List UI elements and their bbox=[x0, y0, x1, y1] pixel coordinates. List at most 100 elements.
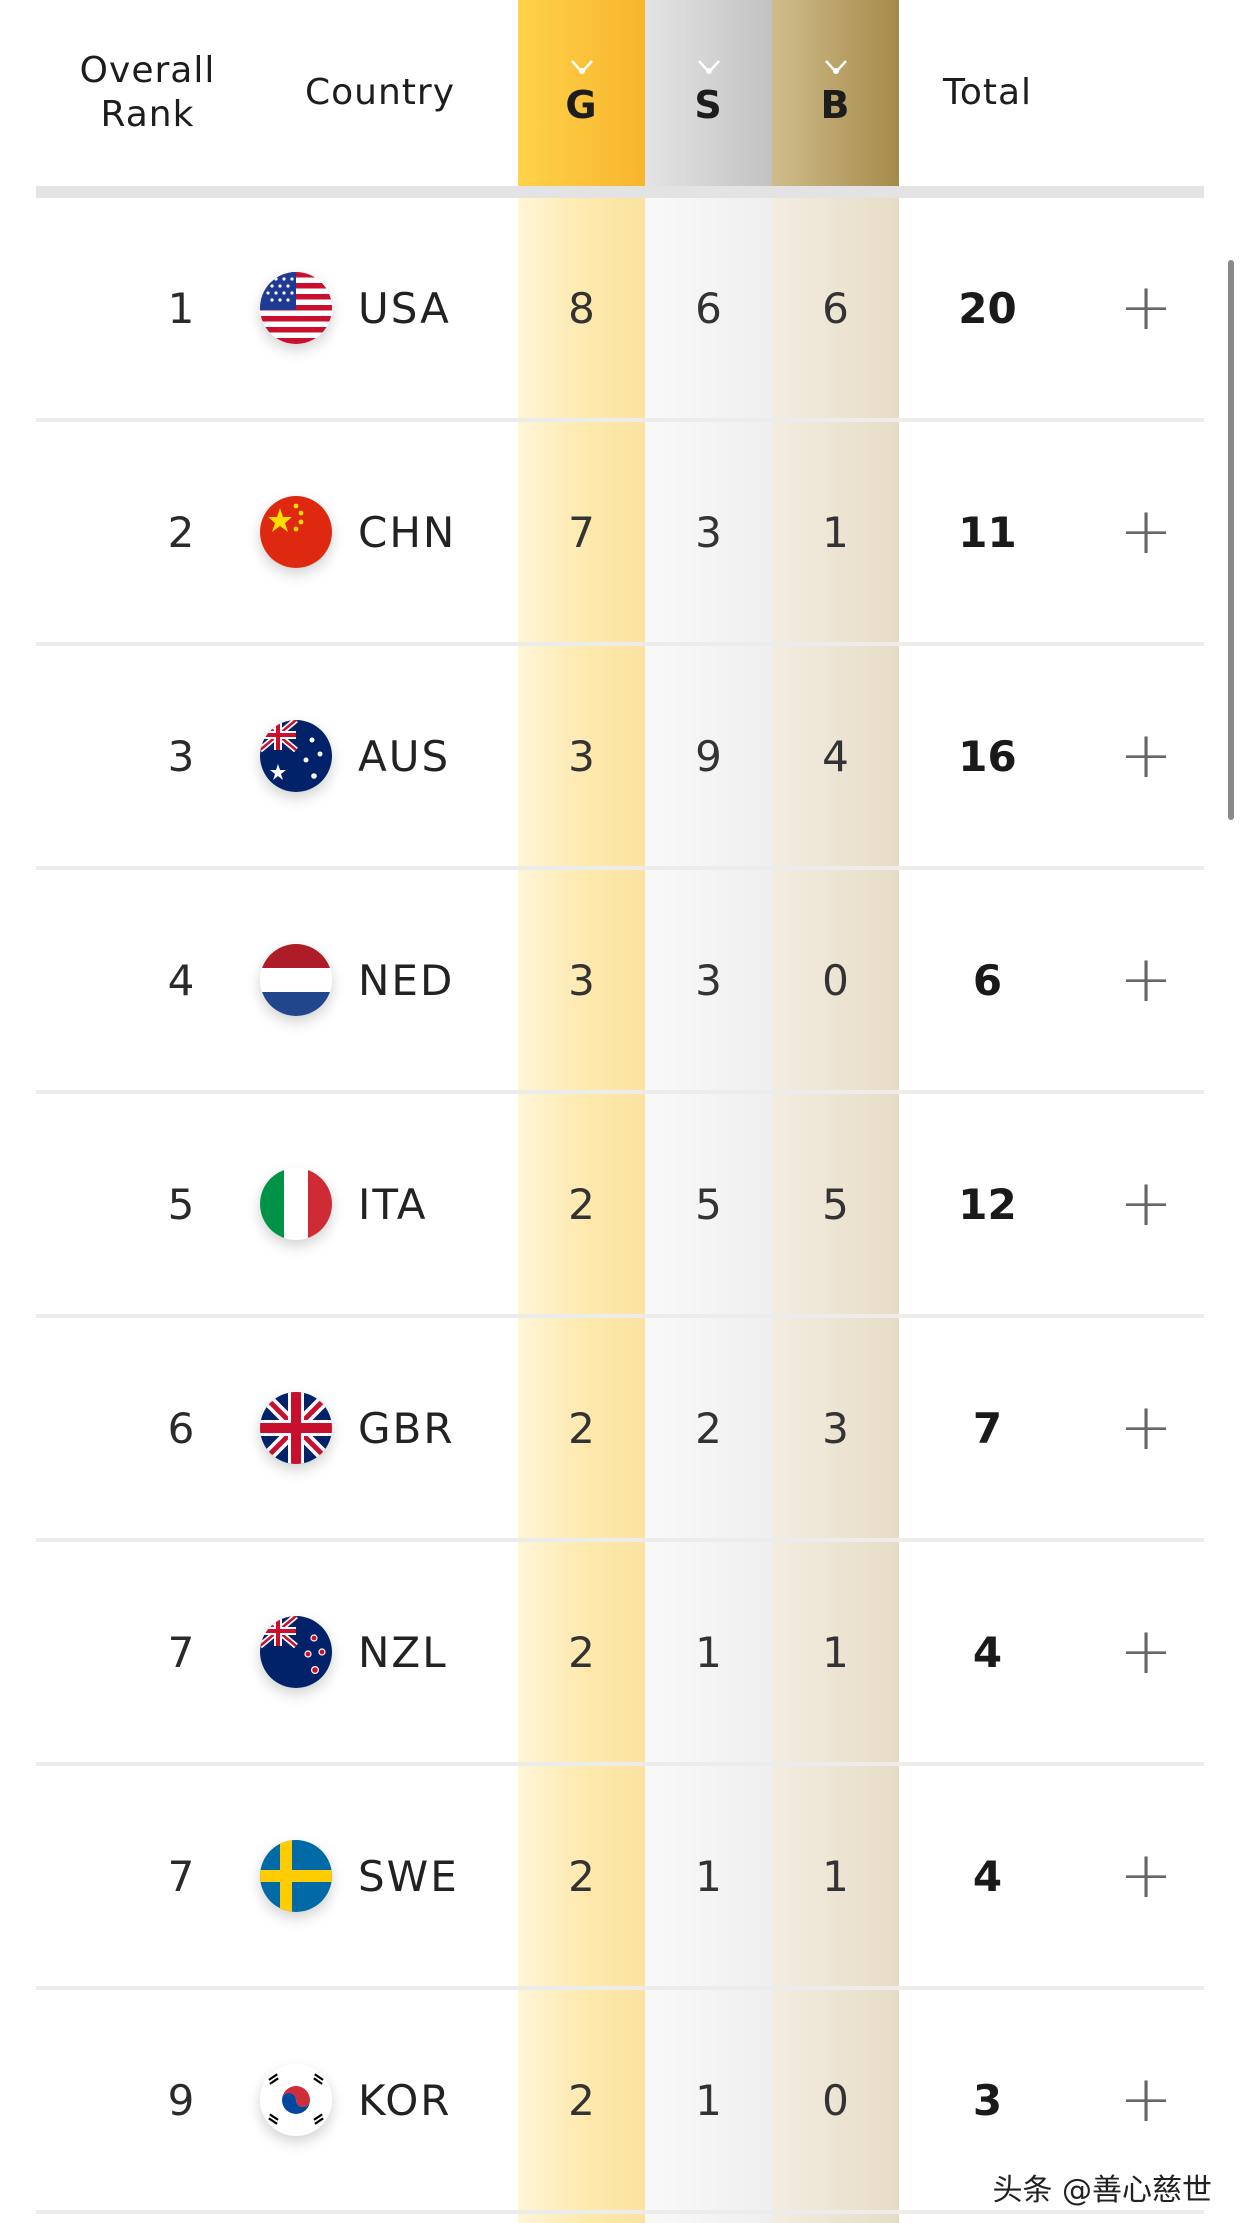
gold-header-label: G bbox=[565, 83, 598, 127]
header-divider bbox=[36, 186, 1204, 198]
table-row[interactable]: 5 ITA 2 5 5 12 + bbox=[36, 1094, 1204, 1318]
country-code: ITA bbox=[358, 1179, 428, 1229]
expand-plus-icon[interactable]: + bbox=[1119, 271, 1173, 345]
country-code: CHN bbox=[358, 507, 457, 557]
total-count: 4 bbox=[972, 1627, 1003, 1677]
flag-cell bbox=[258, 1094, 334, 1314]
gold-count: 3 bbox=[568, 955, 595, 1005]
rank-header-line1: Overall bbox=[79, 50, 216, 91]
silver-count: 1 bbox=[695, 1627, 722, 1677]
usa-flag-icon bbox=[260, 272, 332, 344]
flag-cell bbox=[258, 870, 334, 1090]
gold-count: 8 bbox=[568, 283, 595, 333]
silver-count: 6 bbox=[695, 283, 722, 333]
rank-cell: 5 bbox=[167, 1179, 195, 1229]
expand-plus-icon[interactable]: + bbox=[1119, 495, 1173, 569]
medal-icon bbox=[697, 60, 720, 74]
total-count: 20 bbox=[958, 283, 1017, 333]
bronze-header[interactable]: B bbox=[772, 0, 899, 186]
total-count: 12 bbox=[958, 1179, 1017, 1229]
silver-count: 2 bbox=[695, 1403, 722, 1453]
korea-flag-icon bbox=[260, 2064, 332, 2136]
netherlands-flag-icon bbox=[260, 944, 332, 1016]
expand-plus-icon[interactable]: + bbox=[1119, 719, 1173, 793]
silver-count: 1 bbox=[695, 2075, 722, 2125]
silver-header[interactable]: S bbox=[645, 0, 772, 186]
expand-plus-icon[interactable]: + bbox=[1119, 1839, 1173, 1913]
gold-header[interactable]: G bbox=[518, 0, 645, 186]
country-code: SWE bbox=[358, 1851, 459, 1901]
vertical-scrollbar[interactable] bbox=[1228, 260, 1234, 820]
row-divider bbox=[36, 1314, 1204, 1318]
table-row[interactable]: 6 GBR 2 2 3 7 + bbox=[36, 1318, 1204, 1542]
bronze-column-stripe bbox=[772, 0, 899, 2223]
rank-header[interactable]: Overall Rank bbox=[50, 0, 245, 186]
silver-count: 1 bbox=[695, 1851, 722, 1901]
gold-count: 2 bbox=[568, 2075, 595, 2125]
table-row[interactable]: 1 bbox=[36, 198, 1204, 422]
country-code: NED bbox=[358, 955, 455, 1005]
row-divider bbox=[36, 866, 1204, 870]
rank-cell: 7 bbox=[167, 1851, 195, 1901]
bronze-count: 0 bbox=[822, 2075, 849, 2125]
rank-cell: 2 bbox=[167, 507, 195, 557]
flag-cell bbox=[258, 422, 334, 642]
table-row[interactable]: 9 bbox=[36, 1990, 1204, 2214]
gold-count: 2 bbox=[568, 1403, 595, 1453]
expand-plus-icon[interactable]: + bbox=[1119, 1391, 1173, 1465]
gold-count: 2 bbox=[568, 1851, 595, 1901]
total-count: 11 bbox=[958, 507, 1017, 557]
expand-plus-icon[interactable]: + bbox=[1119, 1615, 1173, 1689]
rank-header-line2: Rank bbox=[100, 94, 195, 135]
australia-flag-icon bbox=[260, 720, 332, 792]
total-count: 3 bbox=[972, 2075, 1003, 2125]
country-code: AUS bbox=[358, 731, 451, 781]
flag-cell bbox=[258, 1542, 334, 1762]
table-row[interactable]: 7 SWE 2 1 1 4 + bbox=[36, 1766, 1204, 1990]
silver-count: 3 bbox=[695, 955, 722, 1005]
table-row[interactable]: 2 CHN 7 3 1 11 + bbox=[36, 422, 1204, 646]
bronze-count: 4 bbox=[822, 731, 849, 781]
gold-count: 2 bbox=[568, 1627, 595, 1677]
total-count: 4 bbox=[972, 1851, 1003, 1901]
table-row[interactable]: 4 NED 3 3 0 6 + bbox=[36, 870, 1204, 1094]
rank-cell: 6 bbox=[167, 1403, 195, 1453]
gold-count: 3 bbox=[568, 731, 595, 781]
bronze-header-label: B bbox=[820, 83, 851, 127]
expand-plus-icon[interactable]: + bbox=[1119, 943, 1173, 1017]
new-zealand-flag-icon bbox=[260, 1616, 332, 1688]
medal-icon bbox=[824, 60, 847, 74]
italy-flag-icon bbox=[260, 1168, 332, 1240]
medal-icon bbox=[570, 60, 593, 74]
country-code: USA bbox=[358, 283, 451, 333]
bronze-count: 1 bbox=[822, 507, 849, 557]
silver-count: 9 bbox=[695, 731, 722, 781]
row-divider bbox=[36, 642, 1204, 646]
total-count: 16 bbox=[958, 731, 1017, 781]
gold-column-stripe bbox=[518, 0, 645, 2223]
bronze-count: 1 bbox=[822, 1851, 849, 1901]
china-flag-icon bbox=[260, 496, 332, 568]
country-code: GBR bbox=[358, 1403, 455, 1453]
total-header[interactable]: Total bbox=[942, 72, 1033, 113]
row-divider bbox=[36, 1762, 1204, 1766]
sweden-flag-icon bbox=[260, 1840, 332, 1912]
expand-plus-icon[interactable]: + bbox=[1119, 2063, 1173, 2137]
table-row[interactable]: 7 NZL 2 1 1 4 bbox=[36, 1542, 1204, 1766]
flag-cell bbox=[258, 1990, 334, 2210]
uk-flag-icon bbox=[260, 1392, 332, 1464]
table-row[interactable]: 3 bbox=[36, 646, 1204, 870]
row-divider bbox=[36, 1090, 1204, 1094]
expand-plus-icon[interactable]: + bbox=[1119, 1167, 1173, 1241]
row-divider bbox=[36, 418, 1204, 422]
silver-count: 3 bbox=[695, 507, 722, 557]
bronze-count: 5 bbox=[822, 1179, 849, 1229]
flag-cell bbox=[258, 198, 334, 418]
country-header[interactable]: Country bbox=[304, 72, 455, 113]
row-divider bbox=[36, 1986, 1204, 1990]
silver-count: 5 bbox=[695, 1179, 722, 1229]
rank-cell: 3 bbox=[167, 731, 195, 781]
bronze-count: 6 bbox=[822, 283, 849, 333]
rank-cell: 9 bbox=[167, 2075, 195, 2125]
